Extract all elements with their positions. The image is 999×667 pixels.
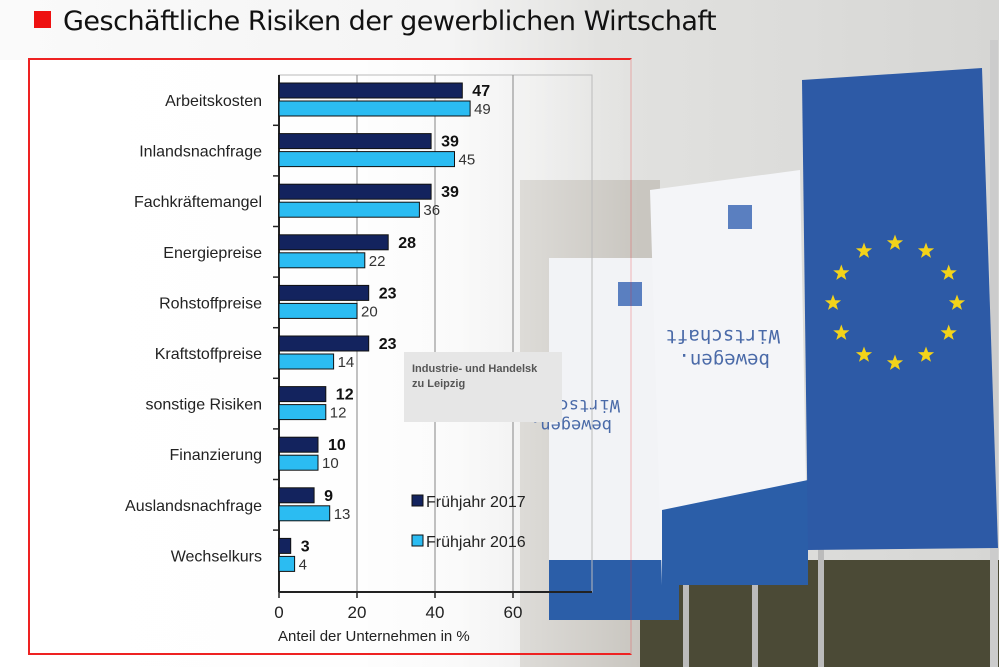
bar-2017 — [278, 284, 370, 301]
eu-star-icon — [948, 294, 966, 310]
data-label-2017: 47 — [472, 83, 490, 100]
ihk-leipzig-sign: Industrie- und Handelsk zu Leipzig — [404, 352, 562, 422]
svg-text:Wirtschaft: Wirtschaft — [666, 325, 780, 347]
eu-star-icon — [917, 242, 935, 258]
category-label: Fachkräftemangel — [134, 194, 262, 211]
bar-2016 — [278, 302, 358, 319]
flag-eu — [802, 68, 998, 550]
eu-star-icon — [886, 234, 904, 250]
svg-text:bewegen.: bewegen. — [678, 349, 770, 371]
eu-star-icon — [917, 346, 935, 362]
eu-star-icon — [940, 264, 957, 280]
legend-swatch — [411, 494, 424, 507]
bar-2016 — [278, 505, 331, 522]
data-label-2016: 49 — [474, 101, 491, 118]
data-label-2016: 22 — [369, 253, 386, 270]
data-label-2017: 39 — [441, 134, 459, 151]
eu-star-icon — [833, 324, 850, 340]
eu-star-icon — [833, 264, 850, 280]
bar-2017 — [278, 82, 463, 99]
eu-star-icon — [855, 242, 873, 258]
category-label: Auslandsnachfrage — [125, 498, 262, 515]
data-label-2017: 3 — [301, 538, 310, 555]
category-label: Finanzierung — [170, 447, 263, 464]
bar-2017 — [278, 133, 432, 150]
bar-2016 — [278, 404, 327, 421]
data-label-2017: 23 — [379, 285, 397, 302]
title-text: Geschäftliche Risiken der gewerblichen W… — [63, 6, 717, 37]
eu-star-icon — [855, 346, 873, 362]
bar-2017 — [278, 234, 389, 251]
flag-ihk-middle: Wirtschaft bewegen. — [650, 170, 808, 585]
data-label-2017: 10 — [328, 437, 346, 454]
data-label-2016: 4 — [299, 556, 307, 573]
eu-star-icon — [886, 354, 904, 370]
sign-text-2: zu Leipzig — [412, 378, 466, 390]
data-label-2016: 13 — [334, 506, 351, 523]
bar-2016 — [278, 555, 296, 572]
data-label-2016: 20 — [361, 303, 378, 320]
bar-2016 — [278, 353, 335, 370]
data-label-2016: 12 — [330, 405, 347, 422]
bar-2016 — [278, 100, 471, 117]
category-label: Kraftstoffpreise — [155, 346, 262, 363]
data-label-2017: 23 — [379, 336, 397, 353]
category-label: Energiepreise — [163, 245, 262, 262]
data-label-2016: 14 — [338, 354, 355, 371]
bar-2016 — [278, 252, 366, 269]
category-label: Rohstoffpreise — [159, 295, 262, 312]
data-label-2016: 36 — [423, 202, 440, 219]
bar-2017 — [278, 335, 370, 352]
x-tick-label: 20 — [348, 603, 367, 622]
chart-frame — [28, 58, 632, 655]
category-label: Arbeitskosten — [165, 93, 262, 110]
category-label: Wechselkurs — [171, 548, 262, 565]
data-label-2017: 12 — [336, 387, 354, 404]
bar-2017 — [278, 487, 315, 504]
category-label: Inlandsnachfrage — [139, 144, 262, 161]
x-tick-label: 60 — [504, 603, 523, 622]
eu-star-icon — [824, 294, 842, 310]
legend-label: Frühjahr 2017 — [426, 494, 526, 511]
data-label-2016: 45 — [459, 152, 476, 169]
x-tick-label: 0 — [274, 603, 283, 622]
sign-text-1: Industrie- und Handelsk — [412, 363, 538, 375]
x-axis-label: Anteil der Unternehmen in % — [278, 628, 470, 645]
bar-2017 — [278, 183, 432, 200]
bar-2016 — [278, 151, 455, 168]
bar-2016 — [278, 454, 319, 471]
legend-label: Frühjahr 2016 — [426, 534, 526, 551]
bar-2017 — [278, 386, 327, 403]
bar-2017 — [278, 537, 292, 554]
legend-swatch — [411, 534, 424, 547]
category-label: sonstige Risiken — [146, 397, 263, 414]
bar-2017 — [278, 436, 319, 453]
eu-star-icon — [940, 324, 957, 340]
data-label-2017: 39 — [441, 184, 459, 201]
data-label-2016: 10 — [322, 455, 339, 472]
data-label-2017: 9 — [324, 488, 333, 505]
title-bullet-icon — [34, 11, 51, 28]
bar-2016 — [278, 201, 420, 218]
data-label-2017: 28 — [398, 235, 416, 252]
page-title: Geschäftliche Risiken der gewerblichen W… — [34, 6, 717, 37]
x-tick-label: 40 — [426, 603, 445, 622]
